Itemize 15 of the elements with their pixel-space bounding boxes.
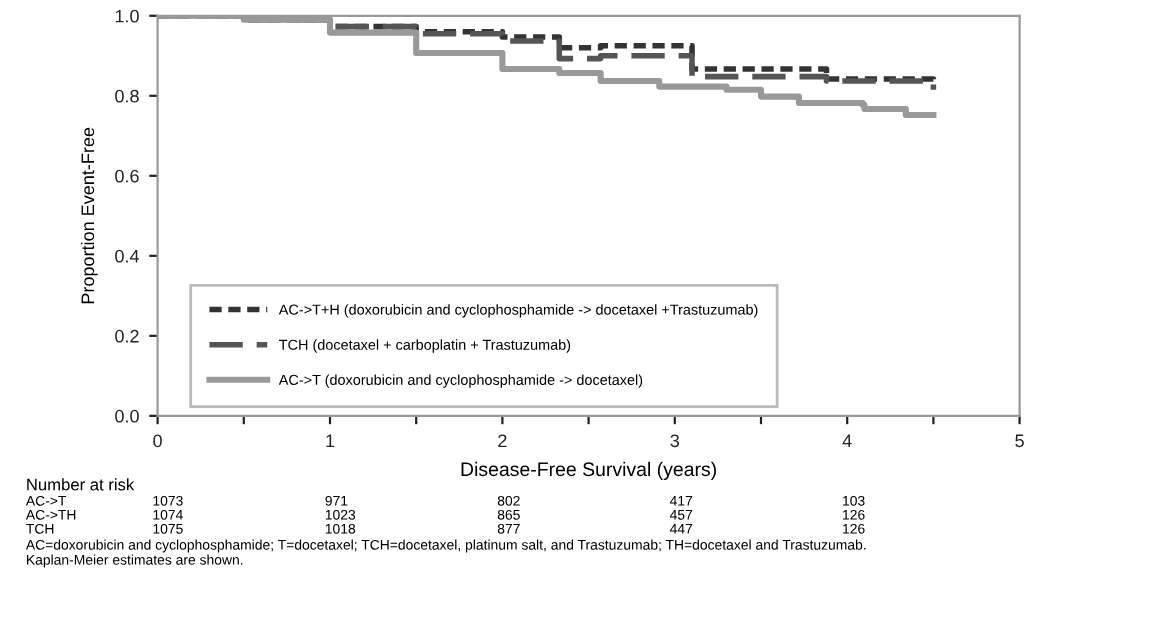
y-tick-label: 1.0 (115, 9, 139, 23)
y-tick-label: 0.2 (115, 329, 139, 343)
y-axis-title: Proportion Event-Free (80, 127, 98, 304)
x-tick-label: 1 (326, 434, 335, 447)
y-tick-label: 0.4 (115, 249, 139, 263)
text: Number at risk (27, 478, 135, 491)
x-axis-title: Disease-Free Survival (years) (461, 461, 716, 480)
y-tick-label: 0.0 (115, 409, 139, 423)
x-tick-label: 0 (153, 434, 162, 448)
x-tick-label: 5 (1015, 434, 1024, 448)
x-tick-label: 3 (670, 434, 680, 448)
x-tick-label: 2 (498, 434, 507, 447)
x-tick-label: 4 (842, 434, 852, 447)
y-tick-label: 0.6 (115, 169, 139, 183)
y-tick-label: 0.8 (115, 89, 139, 103)
